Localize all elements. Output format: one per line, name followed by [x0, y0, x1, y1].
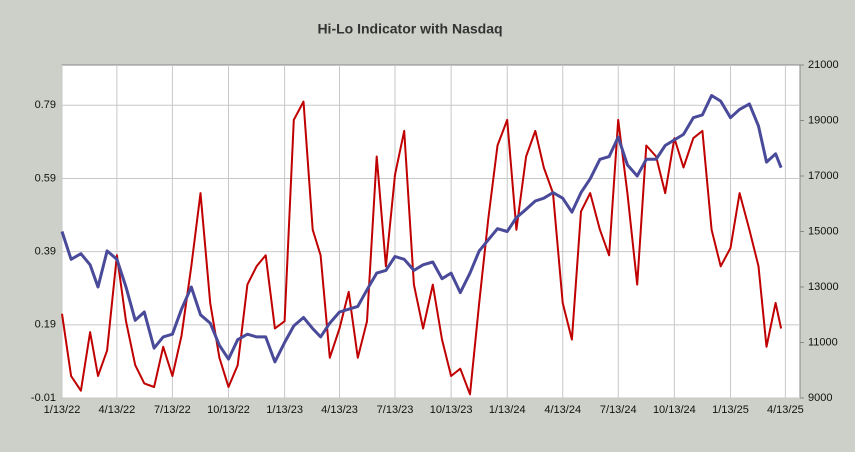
y-tick-label: 0.39: [35, 246, 56, 258]
y-tick-label: 0.19: [35, 319, 56, 331]
x-tick-label: 10/13/24: [653, 404, 696, 416]
x-tick-label: 1/13/25: [712, 404, 749, 416]
x-tick-label: 4/13/24: [544, 404, 581, 416]
x-tick-label: 4/13/25: [767, 404, 804, 416]
y2-tick-label: 19000: [808, 114, 839, 126]
y2-tick-label: 15000: [808, 225, 839, 237]
chart-title: Hi-Lo Indicator with Nasdaq: [317, 21, 502, 37]
x-tick-label: 7/13/23: [377, 404, 414, 416]
x-tick-label: 1/13/24: [489, 404, 526, 416]
x-tick-label: 4/13/23: [321, 404, 358, 416]
y2-tick-label: 17000: [808, 170, 839, 182]
plot-area: [61, 64, 801, 399]
y2-tick-label: 9000: [808, 392, 832, 404]
series-line: [61, 100, 783, 396]
y2-tick-label: 21000: [808, 59, 839, 71]
x-tick-label: 4/13/22: [99, 404, 136, 416]
x-tick-label: 10/13/23: [430, 404, 473, 416]
x-tick-label: 1/13/23: [266, 404, 303, 416]
y-tick-label: 0.79: [35, 99, 56, 111]
y2-tick-label: 11000: [808, 336, 838, 348]
y-tick-label: -0.01: [31, 392, 56, 404]
x-tick-label: 1/13/22: [44, 404, 81, 416]
x-tick-label: 10/13/22: [207, 404, 250, 416]
x-tick-label: 7/13/24: [600, 404, 637, 416]
y-tick-label: 0.59: [35, 172, 56, 184]
y2-tick-label: 13000: [808, 281, 839, 293]
x-tick-label: 7/13/22: [154, 404, 191, 416]
series-line: [60, 94, 783, 364]
